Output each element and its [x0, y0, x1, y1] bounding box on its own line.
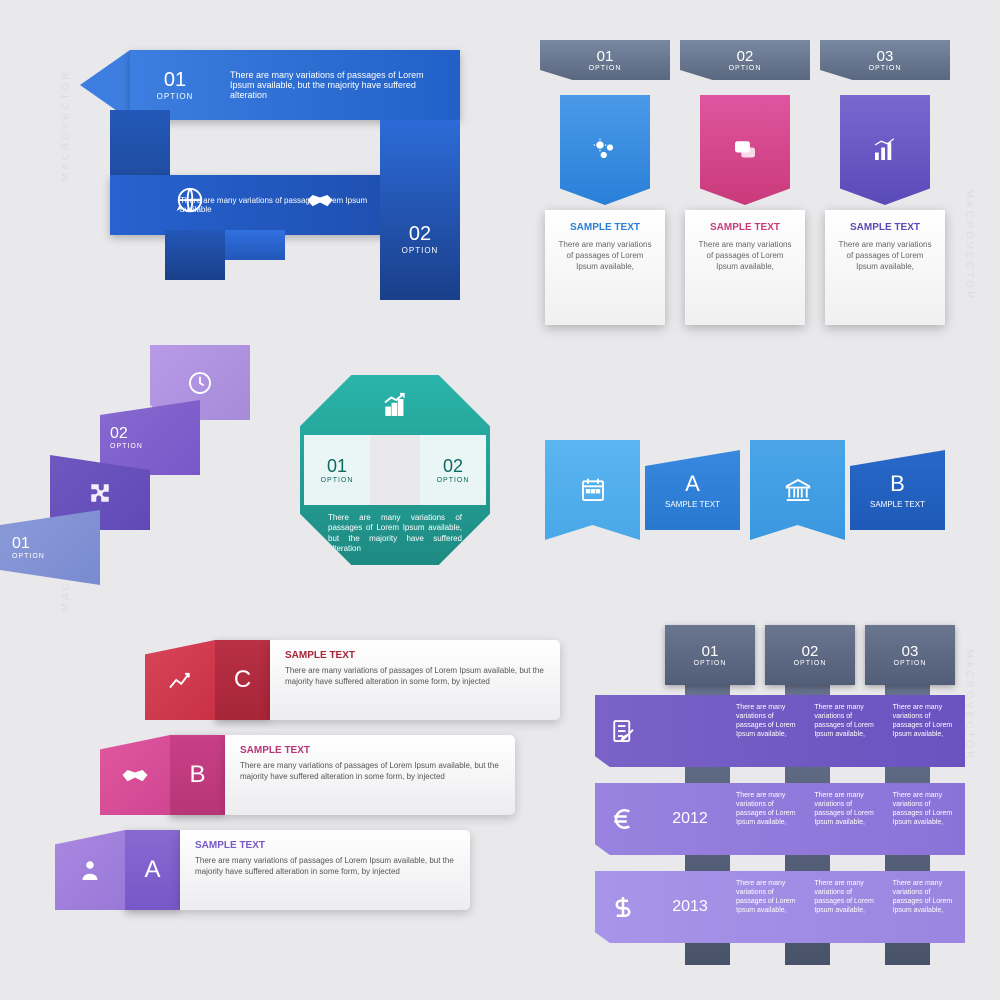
three-columns-block: 01OPTION SAMPLE TEXTThere are many varia…: [540, 40, 960, 360]
gears-icon: [560, 95, 650, 205]
step-letter: A: [125, 830, 180, 910]
column-3: 03OPTION SAMPLE TEXT There are many varia…: [820, 40, 950, 340]
info-card: SAMPLE TEXT There are many variations of …: [825, 210, 945, 325]
card-title: SAMPLE TEXT: [835, 222, 935, 233]
center-hole: [370, 435, 420, 505]
year-label: 2012: [650, 810, 730, 828]
option-number: 02: [737, 48, 754, 65]
cell-text: There are many variations of passages of…: [887, 695, 965, 767]
growth-icon: [300, 375, 490, 435]
handshake-icon: [305, 185, 335, 220]
growth-icon: [145, 640, 215, 720]
step-a: A SAMPLE TEXTThere are many variations o…: [55, 830, 470, 910]
info-card: SAMPLE TEXT There are many variations of …: [685, 210, 805, 325]
ribbon-tail: [225, 230, 285, 260]
info-card: SAMPLE TEXT There are many variations of …: [545, 210, 665, 325]
option-label: OPTION: [589, 65, 622, 72]
option-number: 02: [409, 223, 431, 246]
cell-text: There are many variations of passages of…: [730, 695, 808, 767]
option-label: OPTION: [130, 92, 220, 101]
card-text: There are many variations of passages of…: [835, 239, 935, 273]
step-content: SAMPLE TEXTThere are many variations of …: [270, 640, 560, 720]
label-a: ASAMPLE TEXT: [645, 450, 740, 530]
cell-text: There are many variations of passages of…: [808, 783, 886, 855]
chat-icon: [700, 95, 790, 205]
col-header-2: 02OPTION: [765, 625, 855, 685]
globe-icon: [175, 185, 215, 225]
option-1: 01OPTION: [304, 435, 370, 505]
zigzag-block: 02OPTION 01OPTION: [50, 345, 270, 605]
cell-text: There are many variations of passages of…: [730, 783, 808, 855]
step-letter: B: [170, 735, 225, 815]
column-1: 01OPTION SAMPLE TEXT There are many varia…: [540, 40, 670, 340]
option-text: There are many variations of passages of…: [220, 70, 460, 100]
card-text: There are many variations of passages of…: [695, 239, 795, 273]
person-icon: [55, 830, 125, 910]
step-letter: C: [215, 640, 270, 720]
step-content: SAMPLE TEXTThere are many variations of …: [180, 830, 470, 910]
col-header-3: 03OPTION: [865, 625, 955, 685]
handshake-icon: [100, 735, 170, 815]
option-2: 02OPTION: [420, 435, 486, 505]
ribbon-labels-block: ASAMPLE TEXT BSAMPLE TEXT: [545, 420, 965, 560]
card-text: There are many variations of passages of…: [555, 239, 655, 273]
option-1-label: 01OPTION: [12, 535, 82, 560]
cell-text: There are many variations of passages of…: [808, 871, 886, 943]
watermark: MACROVECTOR: [964, 190, 975, 302]
option-label: OPTION: [729, 65, 762, 72]
step-b: B SAMPLE TEXTThere are many variations o…: [100, 735, 515, 815]
euro-icon: [595, 804, 650, 834]
cell-text: There are many variations of passages of…: [887, 871, 965, 943]
card-title: SAMPLE TEXT: [555, 222, 655, 233]
timeline-row-1: There are many variations of passages of…: [595, 695, 965, 767]
arrow-ribbon-block: 01OPTION There are many variations of pa…: [60, 50, 460, 270]
cell-text: There are many variations of passages of…: [887, 783, 965, 855]
card-title: SAMPLE TEXT: [695, 222, 795, 233]
option-2-text-bar: There are many variations of passages Lo…: [110, 175, 390, 235]
notepad-icon: [595, 716, 650, 746]
option-label: OPTION: [402, 246, 439, 255]
column-2: 02OPTION SAMPLE TEXT There are many varia…: [680, 40, 810, 340]
step-content: SAMPLE TEXTThere are many variations of …: [225, 735, 515, 815]
option-2-column: 02OPTION: [380, 120, 460, 300]
stairs-block: C SAMPLE TEXTThere are many variations o…: [55, 640, 555, 960]
option-number: 01: [597, 48, 614, 65]
option-label: OPTION: [869, 65, 902, 72]
timeline-block: 01OPTION 02OPTION 03OPTION There are man…: [595, 625, 975, 965]
dollar-icon: [595, 892, 650, 922]
octagon-block: 01OPTION 02OPTION There are many variati…: [280, 370, 510, 600]
option-number: 03: [877, 48, 894, 65]
cell-text: There are many variations of passages of…: [730, 871, 808, 943]
bank-icon: [750, 440, 845, 540]
ribbon-tail: [165, 230, 225, 280]
calendar-icon: [545, 440, 640, 540]
year-label: 2013: [650, 898, 730, 916]
chart-icon: [840, 95, 930, 205]
timeline-row-3: 2013 There are many variations of passag…: [595, 871, 965, 943]
col-header-1: 01OPTION: [665, 625, 755, 685]
timeline-row-2: 2012 There are many variations of passag…: [595, 783, 965, 855]
option-number: 01: [130, 69, 220, 92]
cell-text: There are many variations of passages of…: [808, 695, 886, 767]
step-c: C SAMPLE TEXTThere are many variations o…: [145, 640, 560, 720]
label-b: BSAMPLE TEXT: [850, 450, 945, 530]
option-2-label: 02OPTION: [110, 425, 180, 450]
description-text: There are many variations of passages of…: [300, 505, 490, 565]
